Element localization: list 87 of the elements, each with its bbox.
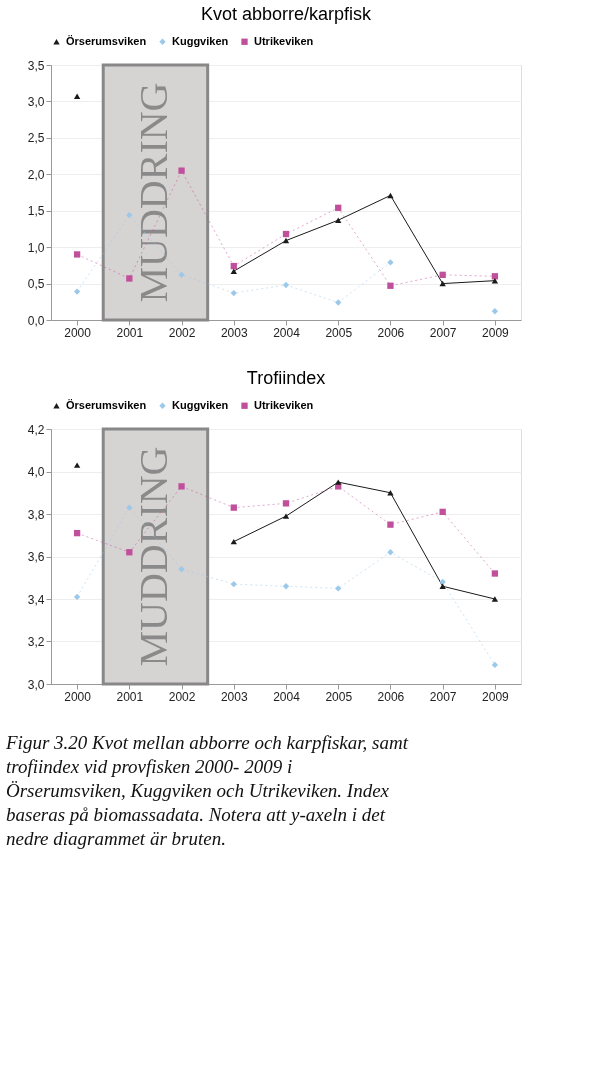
point (126, 211, 133, 219)
legend-label: Örserumsviken (66, 398, 147, 411)
x-tick-label: 2006 (377, 325, 405, 340)
point (282, 513, 290, 519)
x-tick-label: 2002 (168, 689, 196, 704)
point (491, 273, 499, 280)
point (335, 217, 342, 223)
chart-title: Kvot abborre/karpfisk (200, 4, 373, 24)
point (491, 570, 499, 577)
point (491, 308, 499, 315)
y-tick-label: 2,5 (27, 131, 45, 146)
x-tick-label: 2000 (64, 325, 92, 340)
point (73, 288, 81, 295)
point (282, 281, 290, 289)
y-tick-label: 3,8 (27, 507, 45, 522)
x-tick-label: 2006 (377, 689, 405, 704)
x-tick-label: 2000 (64, 689, 92, 704)
point (335, 299, 342, 306)
x-tick-label: 2004 (273, 325, 301, 340)
point (387, 282, 394, 289)
point (230, 268, 237, 274)
point (335, 479, 342, 485)
point (387, 259, 394, 266)
x-tick-label: 2009 (482, 689, 510, 704)
point (387, 521, 394, 528)
y-tick-label: 3,0 (27, 94, 45, 109)
y-tick-label: 2,0 (27, 167, 45, 182)
y-tick-label: 4,2 (27, 422, 45, 437)
point (491, 596, 499, 602)
point (439, 271, 446, 278)
x-tick-label: 2004 (273, 689, 301, 704)
point (178, 483, 185, 490)
y-tick-label: 3,0 (27, 677, 45, 692)
y-tick-label: 0,5 (27, 277, 45, 292)
point (73, 251, 81, 258)
band-label: MUDDRING (131, 82, 177, 303)
y-tick-label: 3,5 (27, 58, 45, 73)
point (335, 585, 342, 592)
x-tick-label: 2002 (168, 325, 196, 340)
point (282, 230, 290, 238)
y-tick-label: 3,6 (27, 550, 45, 564)
x-tick-label: 2003 (220, 325, 248, 340)
y-tick-label: 1,5 (27, 204, 45, 219)
x-tick-label: 2003 (220, 689, 248, 704)
point (335, 204, 342, 211)
legend-label: Örserumsviken (66, 34, 147, 47)
point (491, 661, 499, 669)
y-tick-label: 4,0 (27, 465, 45, 479)
point (439, 583, 446, 589)
point (73, 529, 81, 537)
point (387, 549, 394, 556)
point (230, 504, 237, 511)
point (178, 271, 185, 278)
band-label: MUDDRING (131, 446, 177, 667)
x-tick-label: 2007 (429, 689, 457, 704)
legend-label: Utrikeviken (254, 34, 314, 47)
x-tick-label: 2005 (325, 689, 353, 704)
point (282, 500, 290, 507)
legend-label: Kuggviken (172, 34, 229, 47)
x-tick-label: 2001 (116, 689, 144, 704)
x-tick-label: 2007 (429, 325, 457, 340)
point (439, 508, 446, 516)
legend-label: Kuggviken (172, 398, 229, 411)
y-tick-label: 1,0 (27, 240, 45, 255)
chart-title: Trofiindex (246, 368, 326, 388)
point (73, 462, 81, 468)
point (73, 593, 81, 601)
point (126, 504, 133, 511)
point (282, 583, 290, 590)
point (126, 549, 133, 556)
y-tick-label: 3,4 (27, 592, 45, 607)
point (178, 167, 185, 174)
y-tick-label: 3,2 (27, 635, 45, 649)
text: Figur 3.20 Kvot mellan abborre och karpfiskar, samt trofiindex vid provfisken 2000- 2009 i Örserumsviken, Kuggviken och Utrikeviken. Index baseras på biomassadata. Notera att y-axeln i det nedre diagrammet är bruten. (5, 732, 409, 849)
x-tick-label: 2005 (325, 325, 353, 340)
x-tick-label: 2001 (116, 325, 144, 340)
point (230, 262, 237, 270)
point (387, 192, 394, 199)
point (73, 93, 81, 100)
point (282, 237, 290, 244)
point (126, 275, 133, 282)
point (178, 566, 185, 573)
legend-label: Utrikeviken (254, 398, 314, 411)
point (230, 580, 237, 588)
y-tick-label: 0,0 (27, 313, 45, 328)
point (230, 289, 237, 297)
x-tick-label: 2009 (482, 325, 510, 340)
